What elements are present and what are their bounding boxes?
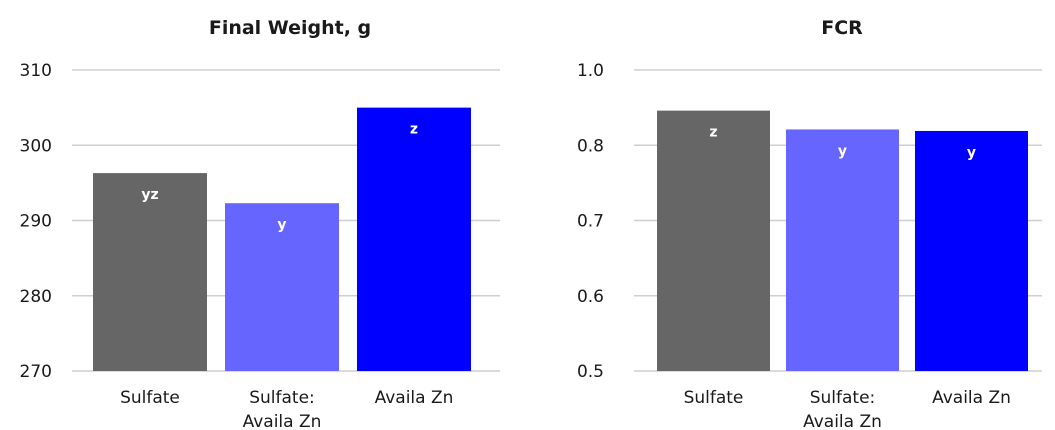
data-label: yz [141, 187, 158, 203]
data-label: z [410, 122, 418, 138]
bar-sulfate-availa-zn [786, 129, 899, 371]
bar-sulfate [657, 110, 770, 371]
x-category-label: Sulfate [684, 388, 744, 408]
x-category-label: Availa Zn [932, 388, 1011, 408]
y-tick-label: 310 [20, 61, 52, 81]
chart-title: FCR [821, 17, 863, 39]
x-category-label: Availa Zn [375, 388, 454, 408]
final-weight-chart: Final Weight, g310300290280270yzSulfatey… [20, 17, 500, 430]
data-label: y [967, 145, 976, 161]
y-tick-label: 280 [20, 287, 52, 307]
y-tick-label: 0.6 [577, 287, 604, 307]
bar-sulfate [93, 173, 207, 371]
bar-availa-zn [357, 107, 471, 371]
x-category-label: Sulfate: Availa Zn [803, 388, 882, 430]
y-tick-label: 300 [20, 136, 52, 156]
y-tick-label: 1.0 [577, 61, 604, 81]
data-label: y [838, 143, 847, 159]
y-tick-label: 0.8 [577, 136, 604, 156]
bar-sulfate-availa-zn [225, 203, 339, 371]
x-category-label: Sulfate: Availa Zn [243, 388, 322, 430]
fcr-chart: FCR 1.0 0.8 0.7 0.6 0.5 z Sulfate y Sulfate: Avail… [577, 17, 1042, 430]
x-category-label: Sulfate [120, 388, 180, 408]
y-tick-label: 290 [20, 212, 52, 232]
bar-availa-zn [915, 130, 1028, 371]
data-label: z [709, 125, 717, 141]
data-label: y [277, 217, 286, 233]
y-tick-label: 0.7 [577, 212, 604, 232]
y-tick-label: 270 [20, 362, 52, 382]
chart-title: Final Weight, g [209, 17, 371, 39]
y-tick-label: 0.5 [577, 362, 604, 382]
